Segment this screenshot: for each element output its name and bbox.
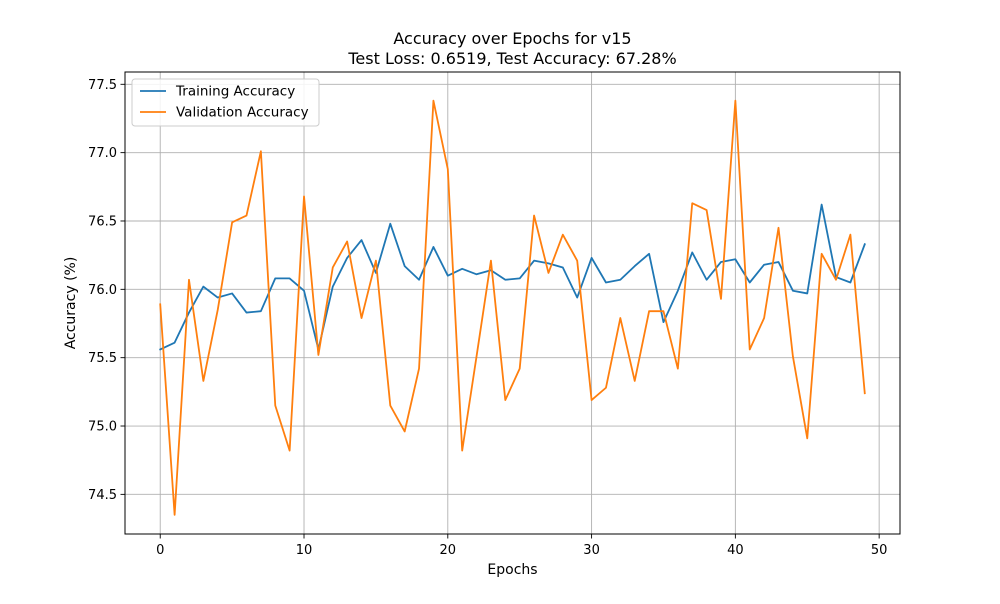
x-tick-label: 20 [440,543,457,558]
y-tick-label: 76.5 [88,214,117,229]
y-axis-label: Accuracy (%) [63,257,79,350]
x-tick-label: 0 [156,543,164,558]
chart-subtitle: Test Loss: 0.6519, Test Accuracy: 67.28% [347,49,676,68]
y-tick-label: 75.0 [88,420,117,435]
y-tick-label: 76.0 [88,283,117,298]
y-tick-label: 77.0 [88,146,117,161]
grid-lines [125,72,900,534]
y-tick-label: 75.5 [88,351,117,366]
legend-label-training: Training Accuracy [175,84,295,100]
plot-frame [124,71,901,535]
x-tick-label: 10 [296,543,313,558]
y-tick-label: 77.5 [88,78,117,93]
axis-ticks: 0 10 20 30 40 50 74.5 75.0 75.5 76.0 76.5 77.0 77.5 [88,78,887,558]
legend: Training Accuracy Validation Accuracy [131,78,320,127]
x-tick-label: 50 [871,543,888,558]
y-tick-label: 74.5 [88,488,117,503]
x-tick-label: 40 [727,543,744,558]
validation-accuracy-line [159,99,866,516]
x-tick-label: 30 [583,543,600,558]
legend-box [131,78,320,127]
plot-area [125,72,900,534]
chart-title: Accuracy over Epochs for v15 [393,29,631,48]
legend-label-validation: Validation Accuracy [176,105,309,121]
training-accuracy-line [159,203,866,351]
series-group [159,99,866,516]
x-axis-label: Epochs [487,562,537,578]
